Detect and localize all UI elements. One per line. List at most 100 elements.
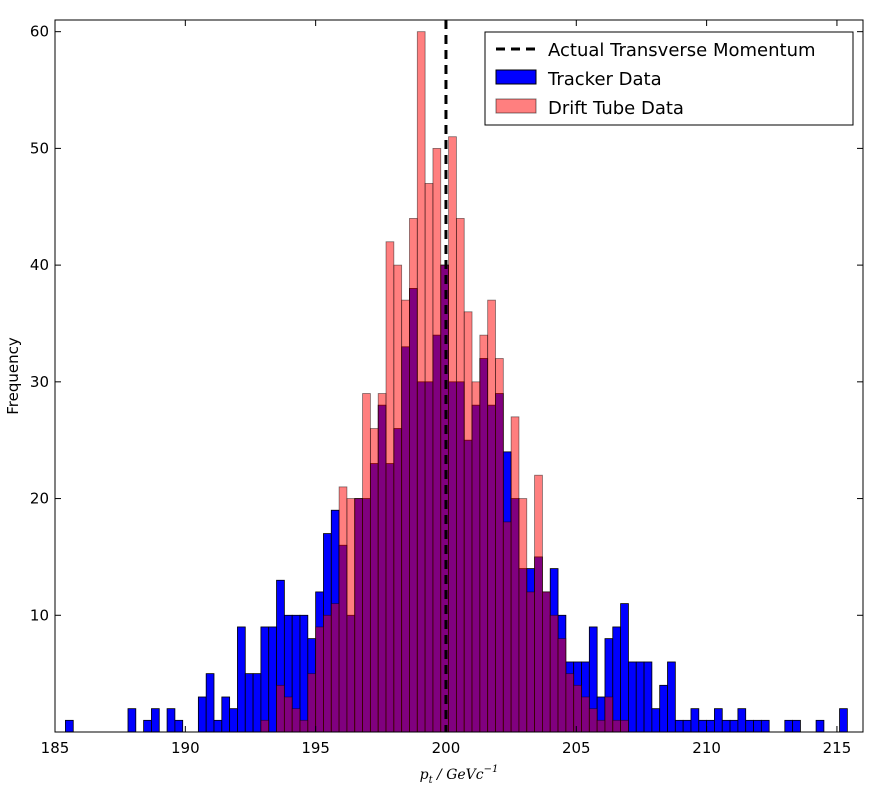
tracker-bar — [706, 719, 715, 733]
y-axis-label: Frequency — [4, 337, 22, 415]
plot-frame — [54, 19, 864, 733]
tracker-bar — [745, 719, 754, 733]
tracker-bar — [65, 719, 74, 733]
drift-tube-bar — [299, 719, 309, 733]
x-tick-label: 200 — [432, 739, 461, 757]
tracker-bar — [127, 708, 137, 733]
drift-tube-bar — [369, 428, 379, 733]
x-axis-label-superscript: −1 — [484, 764, 499, 775]
drift-tube-bar — [307, 673, 317, 733]
drift-tube-bar — [565, 673, 575, 733]
x-axis-label: pt / GeVc−1 — [420, 764, 499, 786]
drift-tube-bar — [588, 708, 598, 733]
tracker-bar — [237, 626, 246, 733]
tracker-bar — [143, 719, 152, 733]
drift-tube-bar — [596, 719, 606, 733]
legend-label-tracker: Tracker Data — [547, 69, 662, 90]
drift-tube-bar — [455, 218, 465, 733]
legend-handle-tracker — [495, 69, 537, 85]
drift-tube-bar — [495, 358, 504, 733]
tracker-bar — [815, 719, 825, 733]
drift-tube-bar — [315, 626, 324, 733]
tracker-bar — [674, 719, 684, 733]
tracker-bar — [268, 626, 277, 733]
y-tick-label: 60 — [30, 23, 49, 41]
drift-tube-bar — [393, 264, 403, 733]
tracker-bar — [753, 719, 762, 733]
tracker-bar — [651, 708, 661, 733]
drift-tube-bar — [291, 708, 301, 733]
drift-tube-bar — [448, 136, 457, 733]
legend-label-reference: Actual Transverse Momentum — [548, 40, 816, 61]
drift-tube-bar — [526, 591, 535, 733]
tracker-bar — [612, 626, 621, 733]
tracker-bar — [643, 661, 653, 733]
legend-box — [484, 31, 854, 126]
tracker-bar — [659, 684, 668, 733]
tracker-bar — [714, 708, 723, 733]
tracker-bar — [682, 719, 692, 733]
drift-tube-bar — [338, 486, 348, 733]
tracker-bar — [205, 673, 215, 733]
drift-tube-bar — [260, 719, 270, 733]
drift-tube-bar — [432, 147, 442, 733]
drift-tube-bar — [401, 299, 410, 733]
tracker-bar — [252, 673, 262, 733]
drift-tube-bar — [323, 614, 332, 733]
y-tick-label: 40 — [30, 256, 49, 274]
y-tick-label: 50 — [30, 139, 49, 157]
drift-tube-bar — [330, 603, 340, 733]
tracker-bar — [221, 696, 231, 733]
tracker-bar — [151, 708, 160, 733]
drift-tube-bar — [502, 521, 512, 733]
tracker-bar — [244, 673, 254, 733]
drift-tube-bar — [463, 311, 473, 733]
drift-tube-bar — [549, 614, 559, 733]
legend: Actual Transverse Momentum Tracker Data … — [484, 31, 854, 126]
drift-tube-bar — [362, 393, 371, 733]
x-tick-label: 190 — [171, 739, 200, 757]
drift-tube-bar — [424, 183, 434, 733]
x-axis-label-subscript: t — [429, 775, 434, 786]
x-tick-label: 215 — [823, 739, 852, 757]
tracker-bar — [213, 719, 223, 733]
tracker-bar — [760, 719, 770, 733]
legend-handle-drift-tube — [495, 98, 537, 114]
legend-label-drift-tube: Drift Tube Data — [548, 98, 684, 119]
tracker-bar — [628, 661, 637, 733]
tracker-bar — [635, 661, 645, 733]
x-tick-label: 195 — [301, 739, 330, 757]
drift-tube-bar — [385, 241, 395, 733]
drift-tube-bar — [510, 416, 520, 733]
drift-tube-bar — [416, 31, 426, 733]
tracker-bar — [839, 708, 848, 733]
tracker-bar — [721, 719, 731, 733]
drift-tube-bar — [487, 299, 496, 733]
y-tick-label: 20 — [30, 490, 49, 508]
tracker-bar — [792, 719, 801, 733]
tracker-bar — [229, 708, 238, 733]
tracker-bar — [620, 603, 629, 733]
tracker-bar — [174, 719, 184, 733]
tracker-bar — [698, 719, 708, 733]
drift-tube-bar — [581, 696, 590, 733]
x-axis-ticks: 185 190 195 200 205 210 215 — [41, 20, 852, 757]
x-tick-label: 205 — [562, 739, 591, 757]
x-tick-label: 210 — [692, 739, 721, 757]
tracker-bar — [729, 719, 739, 733]
tracker-bar — [784, 719, 794, 733]
tracker-bar — [667, 661, 676, 733]
drift-tube-bar — [276, 684, 285, 733]
drift-tube-bar — [620, 719, 629, 733]
drift-tube-bar — [573, 684, 582, 733]
tracker-bar — [166, 708, 176, 733]
drift-tube-bar — [409, 218, 418, 733]
drift-tube-bar — [612, 719, 621, 733]
drift-tube-bar — [377, 393, 387, 733]
y-tick-label: 10 — [30, 606, 49, 624]
drift-tube-bar — [346, 498, 356, 733]
y-axis-ticks: 10 20 30 40 50 60 — [30, 23, 863, 624]
x-axis-label-main: p — [420, 767, 429, 783]
tracker-bar — [260, 626, 270, 733]
